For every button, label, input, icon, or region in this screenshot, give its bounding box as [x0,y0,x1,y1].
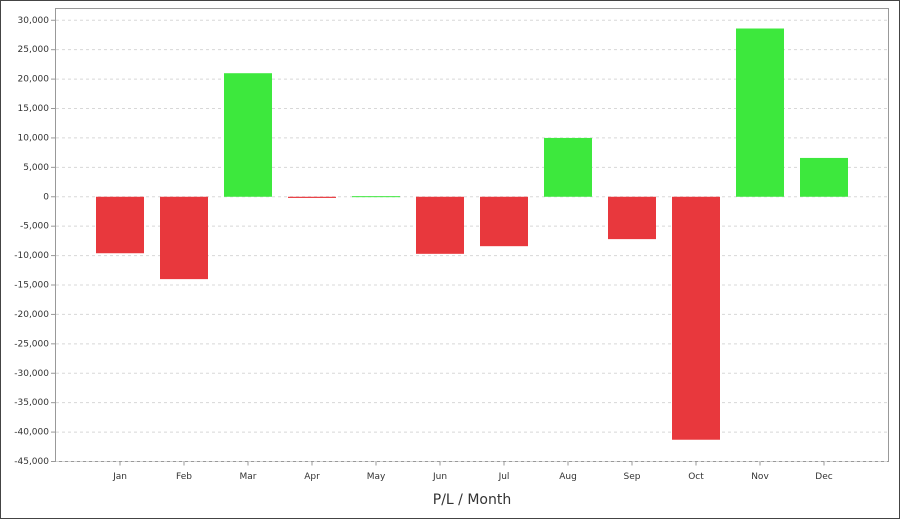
bar [352,196,400,198]
x-axis-label: P/L / Month [433,492,511,508]
y-tick-label: -45,000 [14,457,49,467]
y-tick-label: 15,000 [18,104,50,114]
y-tick-label: -30,000 [14,369,49,379]
x-tick-label: Jan [112,472,127,482]
y-tick-label: 25,000 [18,45,50,55]
x-tick-label: Oct [688,472,704,482]
x-tick-label: Aug [559,472,577,482]
bar [160,196,208,280]
x-tick-label: May [367,472,386,482]
bar [672,196,720,440]
y-tick-label: -40,000 [14,428,49,438]
bar [608,196,656,240]
y-tick-label: -10,000 [14,251,49,261]
bar [96,196,144,254]
x-tick-label: Jul [498,472,510,482]
y-tick-label: 30,000 [18,16,50,26]
x-tick-label: Nov [751,472,769,482]
x-tick-label: Mar [240,472,257,482]
bar [480,196,528,247]
y-tick-label: 5,000 [23,163,49,173]
x-tick-label: Sep [624,472,641,482]
y-tick-label: -5,000 [20,222,49,232]
bar [800,157,848,197]
y-tick-label: -25,000 [14,339,49,349]
bar [416,196,464,254]
bar [288,196,336,198]
x-tick-label: Dec [815,472,832,482]
y-tick-label: -35,000 [14,398,49,408]
x-tick-label: Jun [432,472,447,482]
y-tick-label: 20,000 [18,75,50,85]
x-tick-label: Apr [304,472,320,482]
bar [224,73,272,197]
x-tick-label: Feb [176,472,192,482]
y-tick-label: -20,000 [14,310,49,320]
bar [544,137,592,197]
bar [736,28,784,197]
y-tick-label: 0 [43,192,49,202]
y-tick-label: 10,000 [18,133,50,143]
y-tick-label: -15,000 [14,281,49,291]
